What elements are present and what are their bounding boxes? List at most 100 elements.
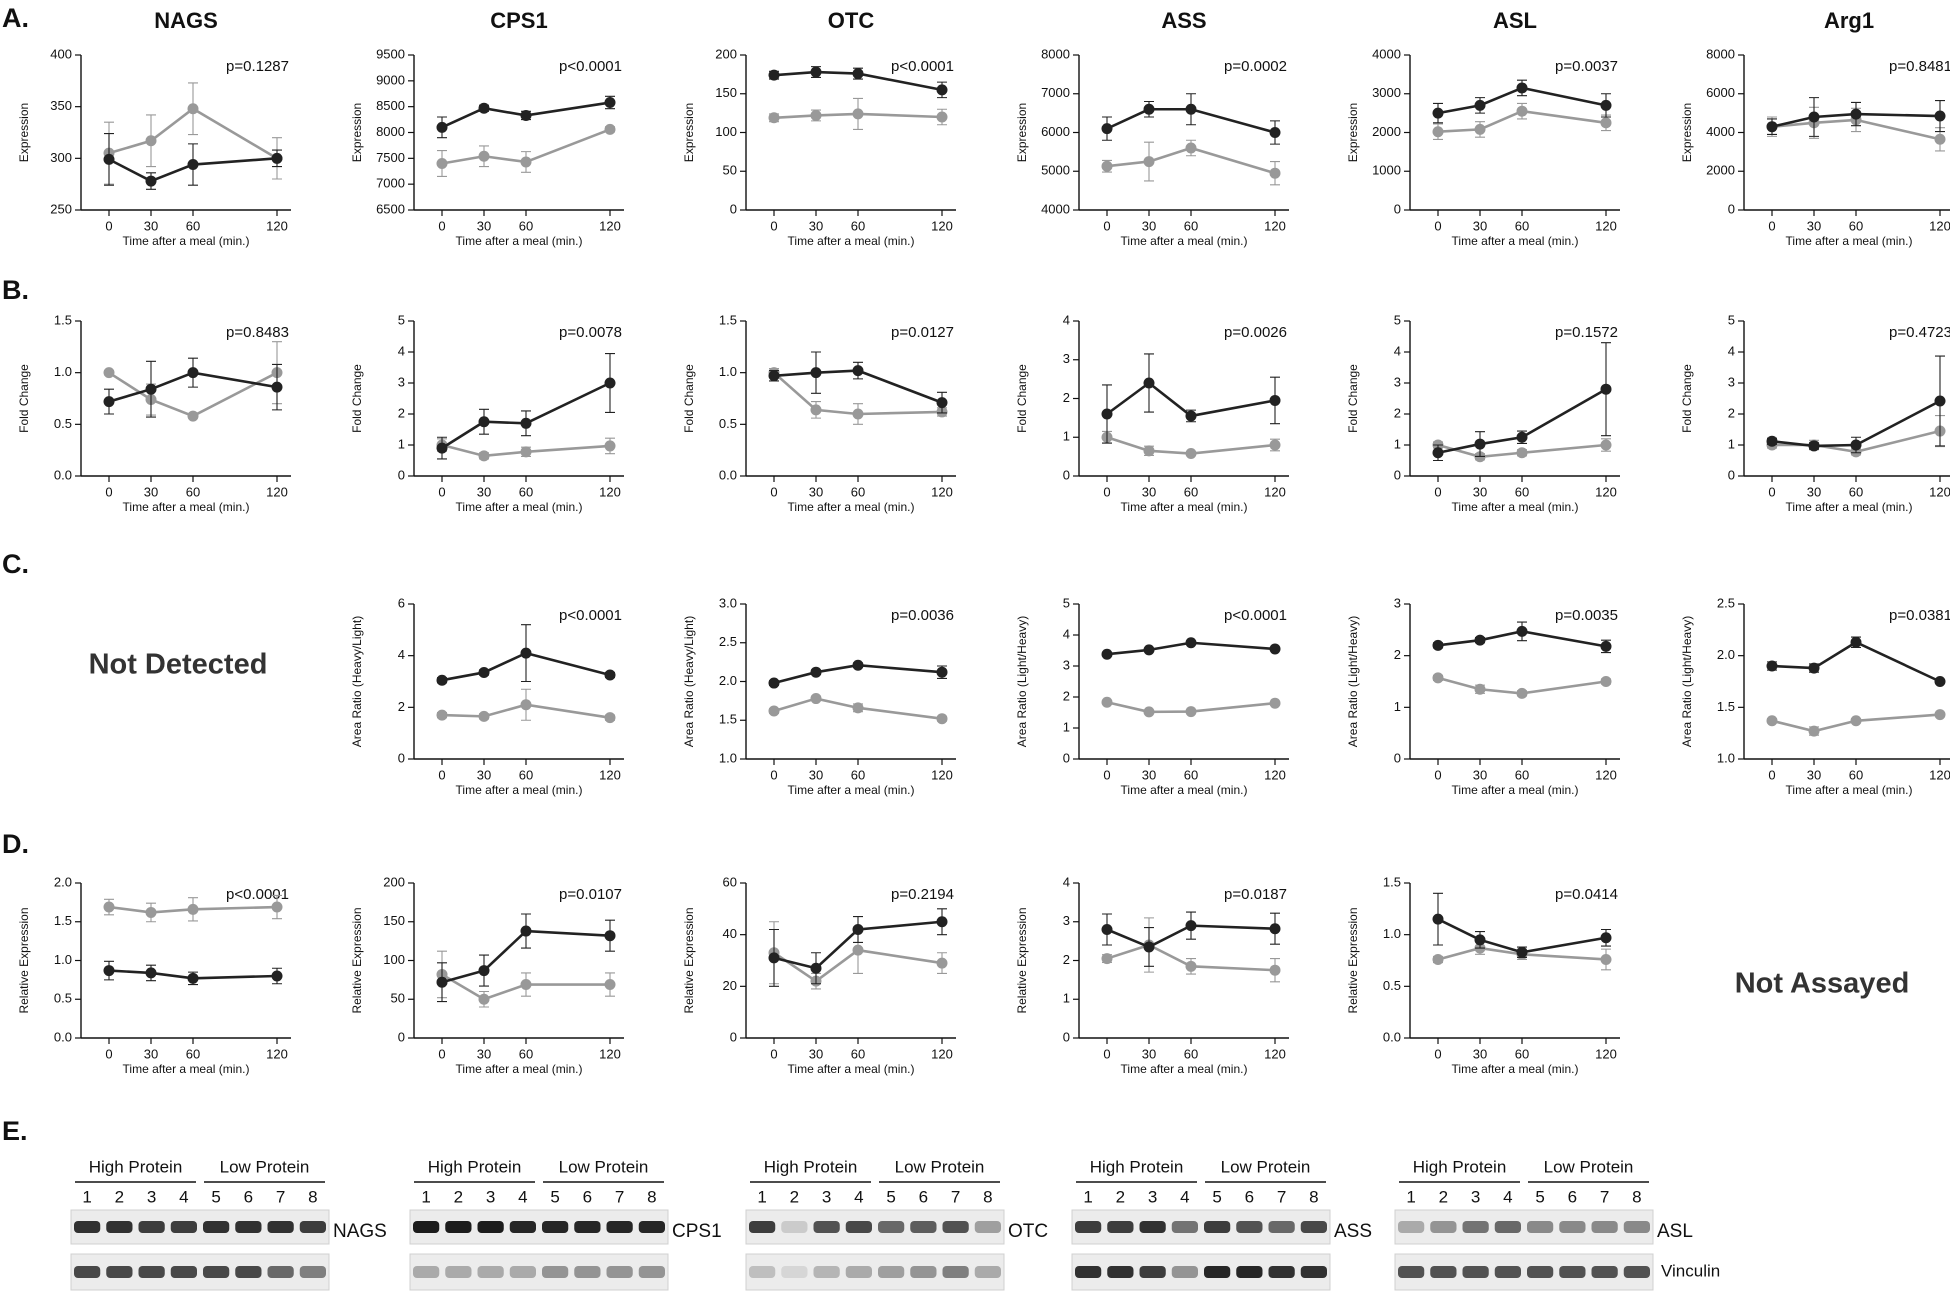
blot-band [1300,1266,1327,1278]
series-line [773,70,943,92]
y-axis-label: Expression [1346,103,1360,162]
y-axis-label: Expression [1015,103,1029,162]
data-point [1516,946,1528,958]
data-point [1934,110,1946,122]
data-point [436,158,448,169]
x-tick-label: 0 [770,1046,777,1061]
data-point [1766,715,1778,727]
x-axis-label: Time after a meal (min.) [1786,500,1913,514]
annotation: p=0.4723 [1889,324,1950,341]
data-point [604,97,616,109]
data-point [1474,99,1486,111]
annotation: p=0.0037 [1555,58,1618,75]
y-axis-label: Area Ratio (Light/Heavy) [1346,616,1360,747]
x-tick-label: 60 [851,218,865,233]
blot-band [974,1221,1001,1233]
lane-label: 6 [583,1187,592,1206]
lane-label: 5 [550,1187,559,1206]
y-tick-label: 1.5 [54,312,72,327]
series-line [108,371,278,418]
y-axis-label: Expression [17,103,31,162]
blot-band [910,1266,937,1278]
data-point [1432,913,1444,925]
data-point [768,677,780,689]
x-tick-label: 30 [1807,218,1821,233]
data-point [1432,126,1444,138]
data-point [852,408,864,420]
y-tick-label: 0 [1063,1029,1070,1044]
data-point [936,713,948,725]
x-tick-label: 0 [770,767,777,782]
panel-label: D. [2,829,29,859]
series-line [1106,146,1276,175]
blot-band [1236,1221,1263,1233]
annotation: p<0.0001 [559,58,622,75]
chart-title: Arg1 [1824,8,1874,33]
group-label: High Protein [1413,1157,1507,1176]
data-point [1269,127,1281,138]
data-point [810,404,822,416]
x-tick-label: 30 [809,767,823,782]
data-point [1808,111,1820,123]
data-point [478,965,490,977]
y-tick-label: 0 [398,750,405,765]
data-point [436,442,448,454]
lane-label: 3 [1471,1187,1480,1206]
x-axis-label: Time after a meal (min.) [1786,234,1913,248]
x-axis-label: Time after a meal (min.) [788,783,915,797]
series-line [1771,640,1941,683]
x-tick-label: 30 [1473,484,1487,499]
group-label: Low Protein [220,1157,310,1176]
x-tick-label: 120 [266,1046,288,1061]
chart: 0 1 2 3 4 5 0 30 60 120 Time after a meal (min.) Fo… [1346,312,1620,514]
data-point [768,112,780,124]
x-tick-label: 0 [438,1046,445,1061]
y-tick-label: 6 [398,595,405,610]
y-tick-label: 4 [1063,312,1070,327]
series-line [108,905,278,914]
data-point [1101,408,1113,420]
lane-label: 8 [1309,1187,1318,1206]
lane-label: 4 [1180,1187,1189,1206]
x-tick-label: 60 [186,218,200,233]
annotation: p<0.0001 [891,58,954,75]
y-tick-label: 0 [730,201,737,216]
y-axis-label: Fold Change [682,364,696,433]
series-line [1771,118,1941,141]
data-point [1185,920,1197,932]
data-point [103,965,115,977]
data-point [145,967,157,979]
lane-label: 4 [518,1187,527,1206]
western-blot: High Protein Low Protein 1 2 3 4 5 6 7 8 ASL Vincul… [1394,1157,1720,1291]
lane-label: 1 [1406,1187,1415,1206]
data-point [1101,160,1113,172]
x-tick-label: 60 [1515,1046,1529,1061]
data-point [604,377,616,389]
data-point [810,109,822,121]
blot-band [574,1266,601,1278]
y-tick-label: 4000 [1706,124,1735,139]
x-tick-label: 0 [770,218,777,233]
x-tick-label: 60 [1849,767,1863,782]
x-tick-label: 120 [931,218,953,233]
y-tick-label: 8500 [376,98,405,113]
x-tick-label: 120 [1929,218,1950,233]
x-tick-label: 60 [186,1046,200,1061]
lane-label: 5 [211,1187,220,1206]
x-tick-label: 120 [1595,767,1617,782]
y-tick-label: 0.5 [54,416,72,431]
y-tick-label: 3000 [1372,85,1401,100]
blot-band [974,1266,1001,1278]
x-tick-label: 30 [809,1046,823,1061]
western-blot: High Protein Low Protein 1 2 3 4 5 6 7 8 CPS1 [409,1157,722,1291]
blot-band [1462,1221,1489,1233]
x-tick-label: 120 [1929,767,1950,782]
x-tick-label: 60 [1184,1046,1198,1061]
data-point [1474,438,1486,450]
blot-band [445,1266,472,1278]
x-tick-label: 30 [809,484,823,499]
x-axis-label: Time after a meal (min.) [1452,500,1579,514]
annotation: p=0.0414 [1555,886,1618,903]
annotation: p=0.8481 [1889,58,1950,75]
data-point [1432,639,1444,651]
